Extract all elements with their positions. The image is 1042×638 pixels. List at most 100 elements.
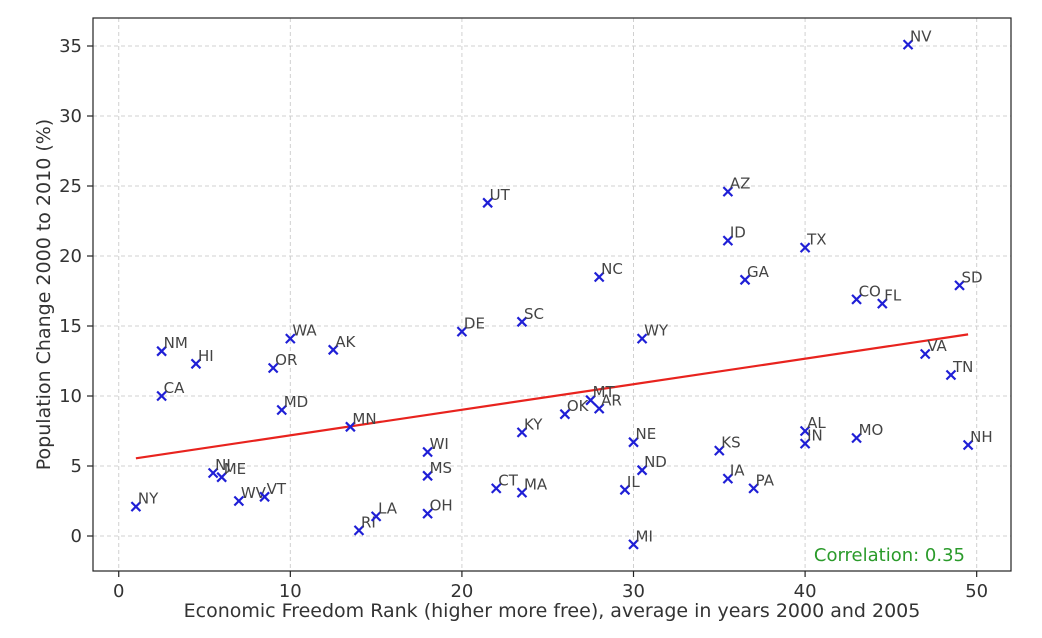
data-point-ak: AK — [327, 333, 356, 356]
data-point-nh: NH — [962, 428, 993, 451]
point-marker — [267, 362, 279, 374]
data-point-sd: SD — [954, 268, 983, 291]
point-marker — [216, 471, 227, 483]
point-label: OH — [430, 497, 453, 515]
point-label: OK — [567, 397, 590, 415]
point-marker — [516, 316, 528, 328]
point-label: MD — [284, 393, 309, 411]
correlation-annotation: Correlation: 0.35 — [814, 545, 965, 566]
data-point-nc: NC — [593, 260, 623, 283]
data-point-ny: NY — [130, 490, 159, 512]
data-point-ok: OK — [559, 397, 590, 420]
data-point-al: AL — [799, 414, 826, 437]
point-marker — [156, 390, 167, 402]
point-marker — [722, 473, 734, 484]
point-marker — [422, 446, 433, 458]
data-point-co: CO — [851, 282, 881, 305]
point-label: AK — [335, 333, 356, 351]
data-point-ut: UT — [482, 186, 511, 209]
x-tick-label: 50 — [965, 581, 988, 602]
point-label: AZ — [730, 175, 751, 193]
data-point-il: IL — [619, 473, 640, 496]
data-point-mi: MI — [628, 527, 653, 550]
point-label: OR — [275, 351, 297, 369]
point-label: TN — [952, 358, 973, 376]
point-marker — [516, 487, 528, 498]
point-marker — [722, 186, 734, 197]
point-label: MO — [859, 421, 884, 439]
point-label: WY — [644, 322, 669, 340]
point-label: LA — [378, 499, 398, 517]
y-axis-label: Population Change 2000 to 2010 (%) — [33, 119, 55, 470]
point-marker — [233, 495, 245, 507]
point-marker — [156, 345, 167, 357]
point-label: FL — [884, 287, 902, 305]
point-marker — [259, 491, 270, 503]
point-label: TX — [806, 231, 826, 249]
axes: 0 10 20 30 40 50 0 5 10 15 20 25 30 35 — [59, 17, 1012, 602]
x-tick-label: 20 — [450, 581, 473, 602]
data-point-md: MD — [276, 393, 309, 416]
trendline-layer — [135, 333, 969, 460]
data-point-tx: TX — [799, 231, 827, 253]
data-point-ks: KS — [714, 434, 741, 456]
point-label: AR — [601, 392, 622, 410]
point-label: DE — [464, 315, 485, 333]
point-label: IA — [730, 462, 745, 480]
y-tick-label: 35 — [59, 36, 82, 57]
point-label: RI — [361, 513, 376, 531]
point-marker — [877, 298, 888, 309]
data-point-in: IN — [799, 427, 823, 449]
point-marker — [130, 501, 142, 512]
point-marker — [422, 508, 433, 519]
data-point-de: DE — [456, 315, 485, 337]
data-point-ms: MS — [422, 459, 452, 482]
x-tick-label: 10 — [279, 581, 302, 602]
point-label: KY — [524, 415, 543, 433]
point-label: CT — [498, 471, 518, 489]
data-point-pa: PA — [748, 471, 775, 494]
data-point-mn: MN — [345, 410, 377, 433]
data-point-ga: GA — [739, 263, 770, 286]
point-label: UT — [490, 186, 511, 204]
point-marker — [799, 438, 811, 449]
point-marker — [919, 348, 931, 360]
data-point-or: OR — [267, 351, 297, 374]
data-point-me: ME — [216, 460, 246, 483]
point-marker — [954, 280, 965, 291]
data-point-wa: WA — [285, 322, 317, 344]
point-label: NC — [601, 260, 623, 278]
data-point-ky: KY — [516, 415, 543, 438]
point-label: CO — [859, 282, 881, 300]
data-point-mt: MT — [585, 383, 616, 406]
point-marker — [851, 432, 862, 444]
y-tick-label: 25 — [59, 176, 82, 197]
point-label: WV — [241, 484, 267, 502]
x-tick-label: 40 — [794, 581, 817, 602]
y-tick-label: 10 — [59, 386, 82, 407]
data-point-ca: CA — [156, 379, 185, 402]
data-point-ma: MA — [516, 476, 548, 498]
data-point-la: LA — [370, 499, 398, 522]
y-tick-label: 15 — [59, 316, 82, 337]
point-label: ID — [730, 224, 746, 242]
point-marker — [345, 421, 356, 433]
data-point-ia: IA — [722, 462, 745, 484]
point-label: NH — [970, 428, 993, 446]
plot-frame — [92, 17, 1012, 572]
point-marker — [799, 242, 811, 253]
data-point-nj: NJ — [207, 456, 231, 479]
point-label: SD — [962, 268, 983, 286]
point-label: HI — [198, 347, 214, 365]
point-label: MN — [352, 410, 376, 428]
point-label: ND — [644, 453, 667, 471]
point-marker — [285, 333, 296, 344]
point-marker — [628, 436, 639, 448]
data-point-az: AZ — [722, 175, 751, 197]
point-label: PA — [756, 471, 775, 489]
data-point-hi: HI — [190, 347, 214, 370]
point-marker — [422, 470, 433, 482]
point-marker — [516, 427, 528, 438]
data-point-ar: AR — [593, 392, 622, 414]
